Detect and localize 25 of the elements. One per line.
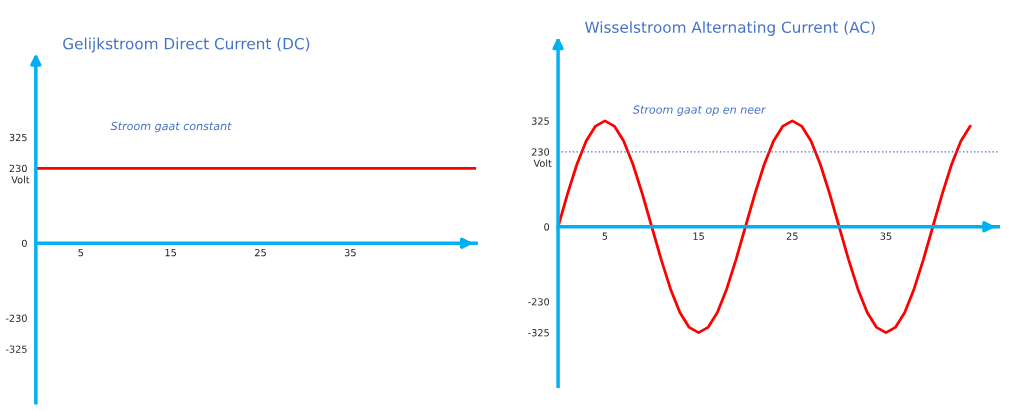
y-axis-title: Volt bbox=[11, 175, 30, 184]
y-tick-label: 325 bbox=[9, 133, 27, 142]
x-tick-label: 5 bbox=[602, 232, 608, 240]
x-tick-label: 15 bbox=[693, 232, 704, 240]
chart-title: Gelijkstroom Direct Current (DC) bbox=[63, 37, 310, 53]
y-tick-label: -325 bbox=[5, 345, 27, 353]
line-series bbox=[558, 119, 972, 334]
y-tick-label: 230 bbox=[9, 164, 27, 173]
x-tick-label: 35 bbox=[344, 248, 356, 257]
x-tick-label: 25 bbox=[255, 248, 266, 257]
x-tick-label: 15 bbox=[165, 249, 176, 257]
chart-title: Wisselstroom Alternating Current (AC) bbox=[585, 21, 875, 36]
y-tick-label: 0 bbox=[544, 223, 550, 231]
annotation: Stroom gaat op en neer bbox=[633, 105, 767, 116]
x-tick-label: 25 bbox=[786, 232, 798, 240]
y-tick-label: 0 bbox=[21, 239, 27, 248]
y-tick-label: -230 bbox=[5, 314, 27, 322]
y-axis-title: Volt bbox=[533, 159, 552, 167]
y-tick-label: 325 bbox=[531, 117, 549, 125]
annotation: Stroom gaat constant bbox=[110, 121, 232, 133]
y-tick-label: -230 bbox=[528, 298, 550, 306]
x-tick-label: 5 bbox=[78, 249, 84, 257]
y-tick-label: 230 bbox=[531, 148, 550, 156]
y-tick-label: -325 bbox=[528, 329, 549, 337]
x-tick-label: 35 bbox=[880, 232, 892, 240]
